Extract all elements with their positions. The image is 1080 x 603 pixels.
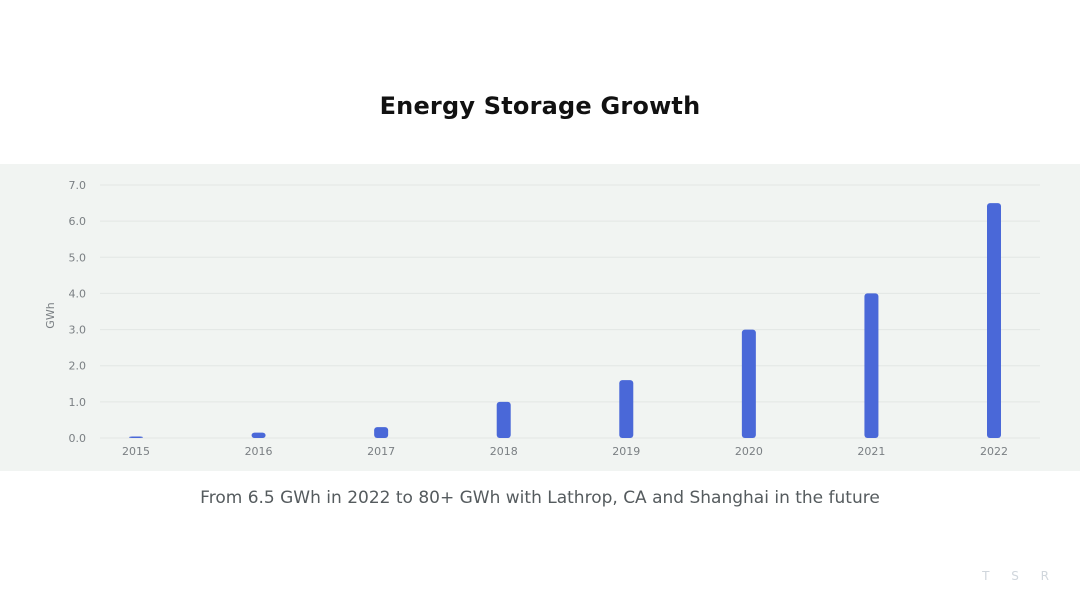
watermark: T S R	[982, 569, 1058, 583]
x-tick-label: 2015	[122, 445, 150, 458]
y-tick-label: 4.0	[69, 287, 87, 300]
bar-2017	[374, 427, 389, 438]
y-tick-label: 0.0	[69, 432, 87, 445]
caption-text: From 6.5 GWh in 2022 to 80+ GWh with Lat…	[200, 488, 880, 508]
bar-chart: 0.0 1.0 2.0 3.0 4.0 5.0 6.0 7.0 GWh 2015 2016 2017 2…	[44, 179, 1040, 458]
y-tick-label: 2.0	[69, 360, 87, 373]
y-tick-label: 1.0	[69, 396, 87, 409]
y-tick-label: 6.0	[69, 215, 87, 228]
y-tick-label: 5.0	[69, 251, 87, 264]
x-tick-label: 2022	[980, 445, 1008, 458]
y-axis-title: GWh	[44, 302, 57, 328]
y-tick-label: 3.0	[69, 324, 87, 337]
x-tick-label: 2018	[490, 445, 518, 458]
x-tick-label: 2020	[735, 445, 763, 458]
x-tick-label: 2021	[857, 445, 885, 458]
bar-2016	[251, 432, 266, 438]
bar-2020	[741, 329, 756, 438]
x-tick-label: 2019	[612, 445, 640, 458]
chart-title: Energy Storage Growth	[379, 92, 701, 120]
x-tick-label: 2016	[245, 445, 273, 458]
y-tick-label: 7.0	[69, 179, 87, 192]
bar-2019	[619, 380, 634, 438]
bar-2015	[129, 436, 143, 438]
x-tick-label: 2017	[367, 445, 395, 458]
chart-area: 0.0 1.0 2.0 3.0 4.0 5.0 6.0 7.0 GWh 2015 2016 2017 2…	[0, 164, 1080, 471]
bar-2021	[864, 293, 879, 438]
bar-2018	[496, 401, 511, 438]
bar-2022	[987, 203, 1001, 438]
